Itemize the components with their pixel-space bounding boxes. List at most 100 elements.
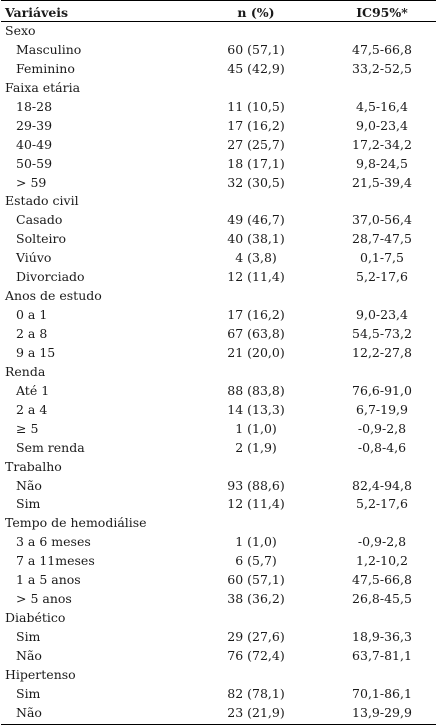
ci95-cell: 33,2-52,5 — [352, 60, 412, 76]
n-percent-cell: 88 (83,8) — [227, 382, 285, 398]
group-header-row: Diabético — [1, 609, 436, 628]
ci95-cell: 54,5-73,2 — [352, 326, 412, 341]
group-header-row: Sexo — [1, 22, 436, 41]
table-header: Variáveis n (%) IC95%* — [1, 0, 436, 22]
n-percent-cell: 93 (88,6) — [227, 477, 285, 493]
table-row: Viúvo 4 (3,8) 0,1-7,5 — [1, 249, 436, 268]
group-header-row: Hipertenso — [1, 666, 436, 685]
row-label: 7 a 11meses — [16, 553, 95, 569]
table-row: 2 a 8 67 (63,8) 54,5-73,2 — [1, 325, 436, 344]
header-ci95: IC95%* — [356, 5, 408, 20]
ci95-cell: 28,7-47,5 — [352, 231, 412, 247]
ci95-cell: 18,9-36,3 — [352, 629, 412, 644]
n-percent-cell: 11 (10,5) — [227, 98, 285, 114]
ci95-cell: 5,2-17,6 — [356, 496, 408, 512]
group-label: Tempo de hemodiálise — [5, 515, 147, 531]
n-percent-cell: 12 (11,4) — [227, 496, 285, 512]
n-percent-cell: 27 (25,7) — [227, 136, 285, 152]
row-label: Não — [16, 477, 42, 493]
row-label: 2 a 4 — [16, 401, 48, 417]
table-row: Sem renda 2 (1,9) -0,8-4,6 — [1, 439, 436, 458]
group-label: Anos de estudo — [5, 288, 102, 304]
group-label: Faixa etária — [5, 79, 81, 95]
table-row: 40-49 27 (25,7) 17,2-34,2 — [1, 136, 436, 155]
row-label: Feminino — [16, 60, 75, 76]
table-row: 3 a 6 meses 1 (1,0) -0,9-2,8 — [1, 533, 436, 552]
ci95-cell: -0,9-2,8 — [357, 534, 407, 550]
ci95-cell: -0,8-4,6 — [357, 439, 407, 455]
n-percent-cell: 14 (13,3) — [227, 401, 285, 417]
table-row: 0 a 1 17 (16,2) 9,0-23,4 — [1, 306, 436, 325]
row-label: Não — [16, 647, 42, 663]
n-percent-cell: 49 (46,7) — [227, 212, 285, 228]
table-row: Feminino 45 (42,9) 33,2-52,5 — [1, 60, 436, 79]
ci95-cell: 26,8-45,5 — [352, 591, 412, 607]
table-row: Solteiro 40 (38,1) 28,7-47,5 — [1, 230, 436, 249]
row-label: Sim — [16, 685, 41, 701]
group-label: Hipertenso — [5, 666, 76, 682]
table-row: 50-59 18 (17,1) 9,8-24,5 — [1, 155, 436, 174]
ci95-cell: -0,9-2,8 — [357, 420, 407, 436]
table-row: ≥ 5 1 (1,0) -0,9-2,8 — [1, 420, 436, 439]
n-percent-cell: 1 (1,0) — [235, 420, 277, 436]
row-label: Sem renda — [16, 439, 85, 455]
header-variables: Variáveis — [5, 5, 69, 20]
table-row: 1 a 5 anos 60 (57,1) 47,5-66,8 — [1, 571, 436, 590]
table-row: 7 a 11meses 6 (5,7) 1,2-10,2 — [1, 552, 436, 571]
n-percent-cell: 67 (63,8) — [227, 326, 285, 341]
n-percent-cell: 76 (72,4) — [227, 647, 285, 663]
table-row: 29-39 17 (16,2) 9,0-23,4 — [1, 117, 436, 136]
table-row: 9 a 15 21 (20,0) 12,2-27,8 — [1, 344, 436, 363]
ci95-cell: 4,5-16,4 — [356, 98, 408, 114]
n-percent-cell: 40 (38,1) — [227, 231, 285, 247]
row-label: 2 a 8 — [16, 326, 48, 341]
group-label: Trabalho — [5, 458, 62, 474]
n-percent-cell: 17 (16,2) — [227, 117, 285, 133]
row-label: 18-28 — [16, 98, 53, 114]
table-row: 18-28 11 (10,5) 4,5-16,4 — [1, 98, 436, 117]
table-row: Não 76 (72,4) 63,7-81,1 — [1, 647, 436, 666]
row-label: 9 a 15 — [16, 344, 56, 360]
group-label: Diabético — [5, 610, 66, 626]
group-header-row: Faixa etária — [1, 79, 436, 98]
ci95-cell: 70,1-86,1 — [352, 685, 412, 701]
group-header-row: Anos de estudo — [1, 287, 436, 306]
row-label: 3 a 6 meses — [16, 534, 91, 550]
n-percent-cell: 4 (3,8) — [235, 250, 277, 266]
n-percent-cell: 21 (20,0) — [227, 344, 285, 360]
ci95-cell: 6,7-19,9 — [356, 401, 408, 417]
ci95-cell: 63,7-81,1 — [352, 647, 412, 663]
table-row: Sim 82 (78,1) 70,1-86,1 — [1, 685, 436, 704]
n-percent-cell: 6 (5,7) — [235, 553, 277, 569]
group-label: Sexo — [5, 23, 36, 38]
n-percent-cell: 32 (30,5) — [227, 174, 285, 190]
row-label: 0 a 1 — [16, 307, 48, 323]
row-label: > 5 anos — [16, 591, 72, 607]
row-label: Casado — [16, 212, 63, 228]
ci95-cell: 13,9-29,9 — [352, 704, 412, 720]
n-percent-cell: 17 (16,2) — [227, 307, 285, 323]
row-label: ≥ 5 — [16, 420, 39, 436]
group-label: Renda — [5, 363, 46, 379]
group-label: Estado civil — [5, 193, 79, 209]
table-row: Não 23 (21,9) 13,9-29,9 — [1, 704, 436, 723]
table-row: Até 1 88 (83,8) 76,6-91,0 — [1, 382, 436, 401]
table-row: Masculino 60 (57,1) 47,5-66,8 — [1, 41, 436, 60]
ci95-cell: 12,2-27,8 — [352, 344, 412, 360]
table-row: > 59 32 (30,5) 21,5-39,4 — [1, 174, 436, 193]
table-row: Sim 29 (27,6) 18,9-36,3 — [1, 628, 436, 647]
n-percent-cell: 2 (1,9) — [235, 439, 277, 455]
row-label: Viúvo — [16, 250, 52, 266]
row-label: Sim — [16, 629, 41, 644]
table-row: 2 a 4 14 (13,3) 6,7-19,9 — [1, 401, 436, 420]
row-label: 40-49 — [16, 136, 53, 152]
ci95-cell: 76,6-91,0 — [352, 382, 412, 398]
table-row: Não 93 (88,6) 82,4-94,8 — [1, 477, 436, 496]
ci95-cell: 0,1-7,5 — [360, 250, 404, 266]
row-label: 1 a 5 anos — [16, 572, 81, 588]
ci95-cell: 17,2-34,2 — [352, 136, 412, 152]
ci95-cell: 9,0-23,4 — [356, 117, 408, 133]
table-row: > 5 anos 38 (36,2) 26,8-45,5 — [1, 590, 436, 609]
ci95-cell: 21,5-39,4 — [352, 174, 412, 190]
